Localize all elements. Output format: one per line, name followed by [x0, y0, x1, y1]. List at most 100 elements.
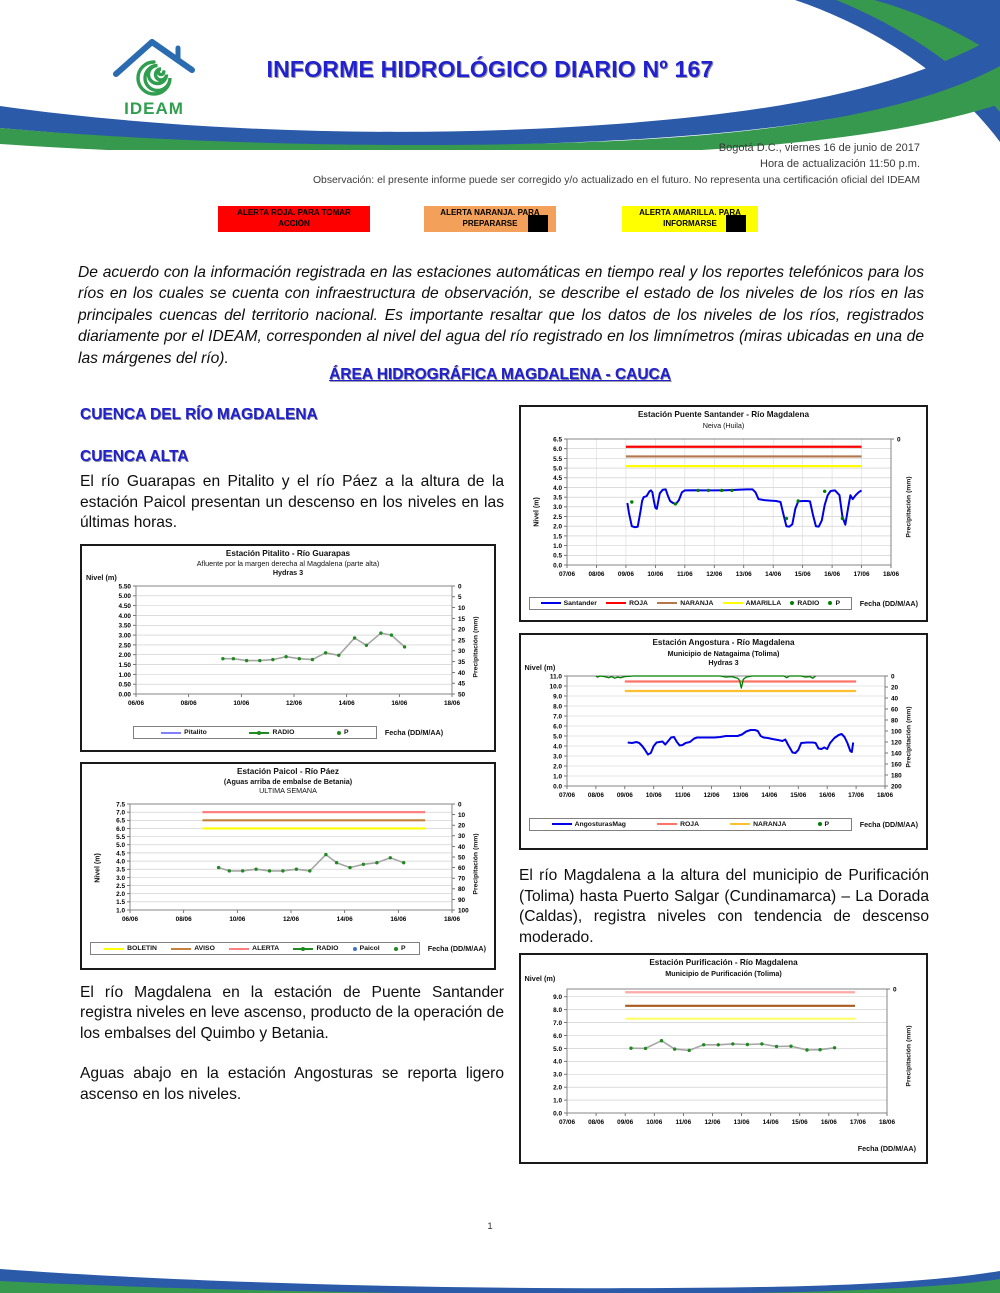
svg-text:18/06: 18/06: [444, 916, 460, 923]
svg-text:0: 0: [893, 986, 897, 993]
ideam-logo: IDEAM: [113, 39, 195, 118]
chart-title: Estación Puente Santander - Río Magdalen…: [637, 410, 810, 419]
svg-text:5.0: 5.0: [116, 843, 125, 850]
svg-text:1.00: 1.00: [119, 672, 132, 679]
svg-text:09/06: 09/06: [617, 1119, 633, 1126]
report-title: INFORME HIDROLÓGICO DIARIO Nº 167: [266, 56, 714, 82]
chart-title: Estación Angostura - Río Magdalena: [652, 638, 795, 647]
chart-subtitle2: Hydras 3: [708, 657, 739, 667]
chart-canvas: 0.0 0.5 1.0 1.5 2.0 2.5 3.0 3.5 4.0 4.5 5.0 5.5 6.0 6…: [553, 436, 901, 578]
svg-text:12/06: 12/06: [704, 1119, 720, 1126]
svg-text:40: 40: [458, 844, 466, 851]
report-update-time: Hora de actualización 11:50 p.m.: [760, 157, 920, 170]
svg-text:16/06: 16/06: [820, 1119, 836, 1126]
svg-text:20: 20: [458, 627, 466, 634]
x-axis-label: Fecha (DD/M/AA): [427, 944, 486, 954]
svg-text:5.0: 5.0: [553, 465, 562, 472]
chart-title: Estación Purificación - Río Magdalena: [649, 958, 798, 968]
chart-title: Estación Pitalito - Río Guarapas: [225, 548, 351, 558]
svg-text:06/06: 06/06: [122, 916, 138, 923]
svg-text:10: 10: [458, 812, 466, 819]
svg-text:18/06: 18/06: [444, 700, 460, 707]
y-axis-label: Nivel (m): [524, 973, 556, 983]
svg-text:4.5: 4.5: [553, 475, 562, 482]
chart-canvas: 0.0 1.0 2.0 3.0 4.0 5.0 6.0 7.0 8.0 9.0 10.0 11.0 07…: [549, 673, 902, 799]
svg-text:0: 0: [458, 802, 462, 809]
redaction-box: [726, 214, 746, 232]
cuenca-alta-heading: CUENCA ALTA: [80, 448, 189, 465]
svg-text:11.0: 11.0: [549, 673, 562, 680]
svg-text:50: 50: [458, 855, 466, 862]
chart-canvas: 0.00 0.50 1.00 1.50 2.00 2.50 3.00 3.50 4.00 4.50…: [119, 584, 466, 708]
svg-text:6.5: 6.5: [116, 818, 125, 825]
svg-text:4.0: 4.0: [116, 859, 125, 866]
svg-text:15: 15: [458, 616, 466, 623]
svg-text:14/06: 14/06: [765, 571, 781, 578]
y2-axis-label: Precipitación (mm): [905, 1024, 912, 1087]
svg-text:0.50: 0.50: [119, 682, 132, 689]
svg-text:16/06: 16/06: [391, 700, 407, 707]
legend-item: ROJA: [606, 600, 648, 607]
svg-text:10/06: 10/06: [647, 571, 663, 578]
svg-text:3.5: 3.5: [553, 494, 562, 501]
chart-legend-row: BOLETIN AVISO ALERTA RADIO Paicol P Fecha (DD…: [90, 942, 486, 956]
svg-text:2.0: 2.0: [553, 1085, 562, 1092]
right-column: Estación Puente Santander - Río Magdalen…: [519, 405, 929, 1165]
legend-item: Paicol: [352, 945, 380, 952]
legend-item: RADIO: [249, 729, 294, 736]
svg-text:30: 30: [458, 834, 466, 841]
svg-text:1.50: 1.50: [119, 662, 132, 669]
svg-text:10.0: 10.0: [549, 683, 562, 690]
svg-text:10/06: 10/06: [645, 792, 661, 799]
svg-text:30: 30: [458, 649, 466, 656]
legend-item: ALERTA: [229, 945, 279, 952]
svg-text:3.50: 3.50: [119, 623, 132, 630]
chart-legend: BOLETIN AVISO ALERTA RADIO Paicol P: [90, 942, 420, 956]
svg-text:0.0: 0.0: [553, 783, 562, 790]
svg-text:0.00: 0.00: [119, 692, 132, 699]
svg-text:6.5: 6.5: [553, 436, 562, 443]
svg-text:160: 160: [891, 761, 902, 768]
svg-text:4.0: 4.0: [553, 485, 562, 492]
y-axis-label: Nivel (m): [524, 662, 556, 672]
svg-text:2.0: 2.0: [553, 763, 562, 770]
svg-text:7.0: 7.0: [116, 810, 125, 817]
svg-text:12/06: 12/06: [283, 916, 299, 923]
svg-text:15/06: 15/06: [794, 571, 810, 578]
legend-item: NARANJA: [730, 821, 786, 828]
svg-text:4.50: 4.50: [119, 603, 132, 610]
svg-text:3.0: 3.0: [116, 875, 125, 882]
chart-legend-row: Pitalito RADIO P Fecha (DD/M/AA): [90, 726, 486, 740]
chart-subtitle: Afluente por la margen derecha al Magdal…: [196, 559, 380, 569]
cuenca-heading: CUENCA DEL RÍO MAGDALENA: [80, 406, 318, 423]
paragraph-angosturas: Aguas abajo en la estación Angosturas se…: [80, 1065, 504, 1104]
svg-text:15/06: 15/06: [790, 792, 806, 799]
svg-text:5.50: 5.50: [119, 584, 132, 591]
svg-text:0.5: 0.5: [553, 552, 562, 559]
svg-text:1.0: 1.0: [553, 543, 562, 550]
svg-text:4.0: 4.0: [553, 743, 562, 750]
svg-text:11/06: 11/06: [674, 792, 690, 799]
ideam-logo-text: IDEAM: [124, 99, 184, 118]
header-wave-graphic: [0, 0, 1000, 150]
svg-text:18/06: 18/06: [877, 792, 893, 799]
svg-text:0: 0: [458, 584, 462, 591]
chart-subtitle: Neiva (Huila): [702, 420, 745, 430]
svg-text:10: 10: [458, 605, 466, 612]
svg-text:0.0: 0.0: [553, 562, 562, 569]
svg-text:08/06: 08/06: [176, 916, 192, 923]
svg-text:1.0: 1.0: [553, 1097, 562, 1104]
chart-subtitle2: Hydras 3: [272, 568, 304, 578]
legend-item: P: [336, 729, 349, 736]
chart-subtitle: Municipio de Purificación (Tolima): [665, 968, 782, 978]
svg-text:60: 60: [458, 865, 466, 872]
y2-axis-label: Precipitación (mm): [905, 706, 912, 768]
svg-text:12/06: 12/06: [706, 571, 722, 578]
intro-paragraph: De acuerdo con la información registrada…: [78, 263, 924, 367]
svg-text:07/06: 07/06: [559, 1119, 575, 1126]
svg-text:14/06: 14/06: [761, 792, 777, 799]
legend-item: AMARILLA: [722, 600, 781, 607]
svg-text:13/06: 13/06: [732, 792, 748, 799]
footer-wave-graphic: [0, 1269, 1000, 1293]
chart-canvas: 1.01.52.02.53.03.54.04.55.05.56.06.57.07…: [116, 802, 469, 924]
